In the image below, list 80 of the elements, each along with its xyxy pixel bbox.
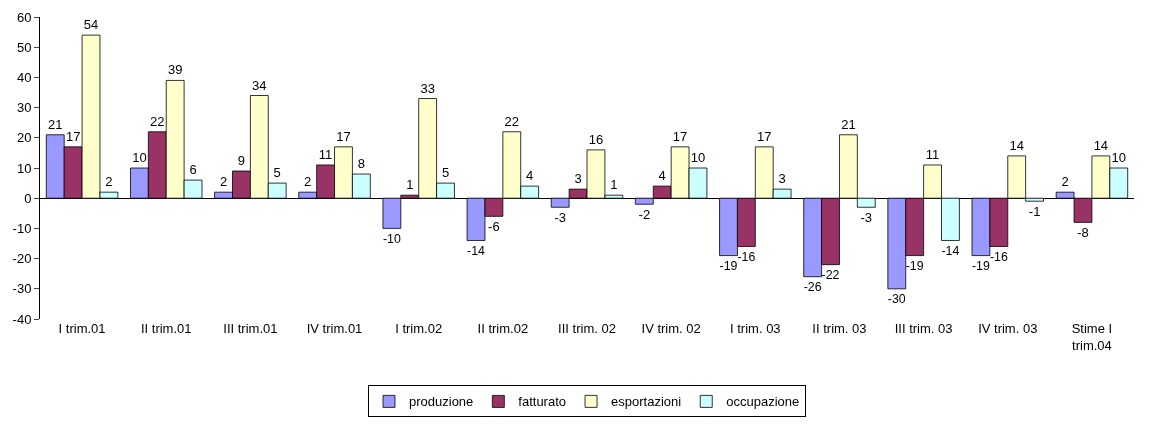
data-label: 21 [48,116,63,132]
data-label: 2 [219,174,228,190]
y-tick-label: 0 [24,190,32,206]
x-tick-label: II trim.02 [477,321,529,336]
data-label: 11 [318,146,333,162]
data-label: -14 [941,243,960,258]
data-label: 11 [925,146,940,162]
data-label: 10 [690,150,706,165]
data-label: 16 [588,131,604,147]
x-tick-label: I trim. 03 [730,321,781,336]
data-label: -30 [887,292,906,307]
y-tick-label: -30 [12,281,32,297]
y-tick-label: 40 [16,69,32,85]
data-label: 8 [357,156,365,172]
data-label: 4 [658,168,666,184]
data-label: 54 [83,17,99,33]
y-tick-label: 30 [16,100,32,116]
data-label: 17 [65,128,81,144]
legend-label: produzione [409,394,474,410]
data-label: 17 [336,128,351,144]
data-label: 1 [610,177,618,193]
data-label: 10 [1111,150,1126,165]
data-label: -14 [467,243,486,258]
data-label: -26 [803,280,822,295]
data-label: 6 [189,162,197,178]
legend-label: occupazione [726,394,800,410]
data-label: -19 [719,259,738,273]
data-label: 34 [252,77,267,93]
data-label: 21 [841,116,856,132]
data-label: 2 [304,174,312,190]
x-tick-label: II trim. 03 [812,321,867,336]
data-label: -1 [1028,204,1041,220]
data-label: 2 [1061,174,1069,190]
legend-label: esportazioni [611,394,682,410]
data-label: -8 [1077,225,1089,241]
x-tick-label: I trim.02 [395,321,443,336]
data-label: 5 [273,165,281,181]
data-label: 17 [757,128,772,144]
x-tick-label: II trim.01 [140,321,192,336]
x-tick-label: III trim. 03 [894,321,953,336]
data-label: 14 [1093,137,1109,153]
data-label: 3 [778,171,786,187]
data-label: 14 [1009,137,1024,153]
y-tick-label: -40 [12,311,32,327]
data-label: 3 [574,171,582,187]
y-tick-label: 50 [16,39,32,55]
data-label: 5 [441,165,450,181]
data-label: -19 [972,259,990,273]
data-label: 17 [672,128,688,144]
y-tick-label: 10 [16,160,32,176]
x-tick-label: IV trim.01 [306,321,363,336]
y-tick-label: 60 [16,9,32,25]
data-label: -16 [989,249,1008,264]
data-label: 22 [504,113,520,129]
x-tick-label: Stime I trim.04 [1071,321,1113,353]
data-label: -16 [737,249,756,264]
data-label: -6 [488,219,500,235]
x-tick-label: I trim.01 [58,321,106,336]
x-tick-label: IV trim. 02 [641,321,701,336]
x-tick-label: IV trim. 03 [978,321,1038,336]
data-label: -2 [638,207,651,223]
data-label: 22 [150,113,165,129]
data-label: -3 [860,210,873,226]
y-tick-label: 20 [16,130,32,146]
data-label: 2 [105,174,113,190]
data-label: 9 [237,153,246,169]
data-label: -22 [821,268,840,283]
data-label: 33 [420,80,435,96]
data-label: 1 [406,177,414,193]
data-label: 4 [526,168,534,184]
y-tick-label: -10 [12,220,32,236]
data-label: -10 [382,231,401,246]
data-label: 39 [167,62,183,78]
y-tick-label: -20 [12,251,32,267]
x-tick-label: III trim.01 [223,321,278,336]
data-label: 10 [132,150,147,165]
x-tick-label: III trim. 02 [558,321,616,336]
legend-label: fatturato [518,394,567,410]
data-label: -3 [554,210,566,226]
data-label: -19 [905,259,924,273]
